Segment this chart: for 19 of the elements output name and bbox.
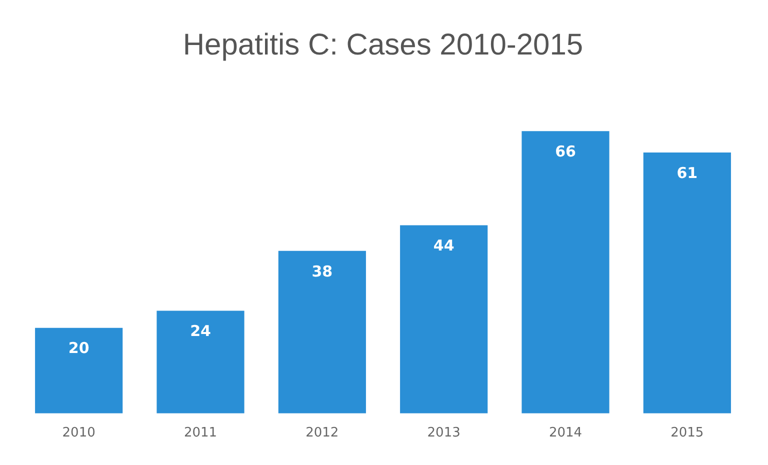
data-label: 24 <box>190 322 211 340</box>
bar <box>156 310 244 414</box>
x-tick-label: 2014 <box>548 426 582 441</box>
x-tick-label: 2010 <box>62 426 96 441</box>
x-tick-label: 2015 <box>670 426 704 441</box>
bar <box>400 225 488 414</box>
chart-title: Hepatitis C: Cases 2010-2015 <box>182 28 584 62</box>
data-label: 66 <box>555 142 576 160</box>
bar <box>522 131 610 414</box>
x-tick-label: 2013 <box>427 426 460 441</box>
data-label: 61 <box>676 164 698 182</box>
data-label: 38 <box>312 262 333 280</box>
bar <box>278 250 366 414</box>
data-label: 44 <box>433 236 454 255</box>
x-tick-label: 2012 <box>306 426 339 441</box>
data-label: 20 <box>68 339 90 358</box>
x-tick-label: 2011 <box>184 426 218 441</box>
bar <box>35 328 123 414</box>
bar <box>643 152 731 414</box>
